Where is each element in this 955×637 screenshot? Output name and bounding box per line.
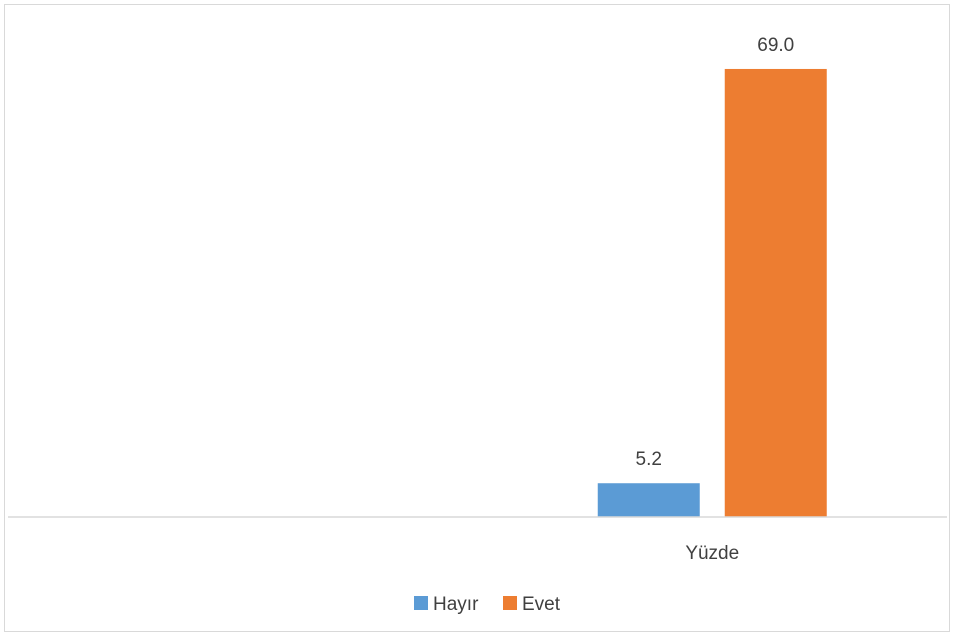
data-label-hay-r-1: 5.2: [636, 449, 662, 470]
legend-swatch-evet: [503, 596, 517, 610]
bar-evet-1: [724, 68, 827, 518]
bar-hay-r-1: [597, 483, 700, 517]
legend: Hayır Evet: [414, 594, 561, 615]
legend-label-hayir: Hayır: [433, 594, 479, 615]
plot-area: 5.2 69.0: [597, 35, 827, 518]
x-axis-tick-labels: Yüzde: [685, 543, 739, 564]
legend-swatch-hayir: [414, 596, 428, 610]
x-tick-label-1: Yüzde: [685, 543, 739, 564]
legend-label-evet: Evet: [522, 594, 561, 615]
data-label-evet-1: 69.0: [757, 35, 794, 56]
